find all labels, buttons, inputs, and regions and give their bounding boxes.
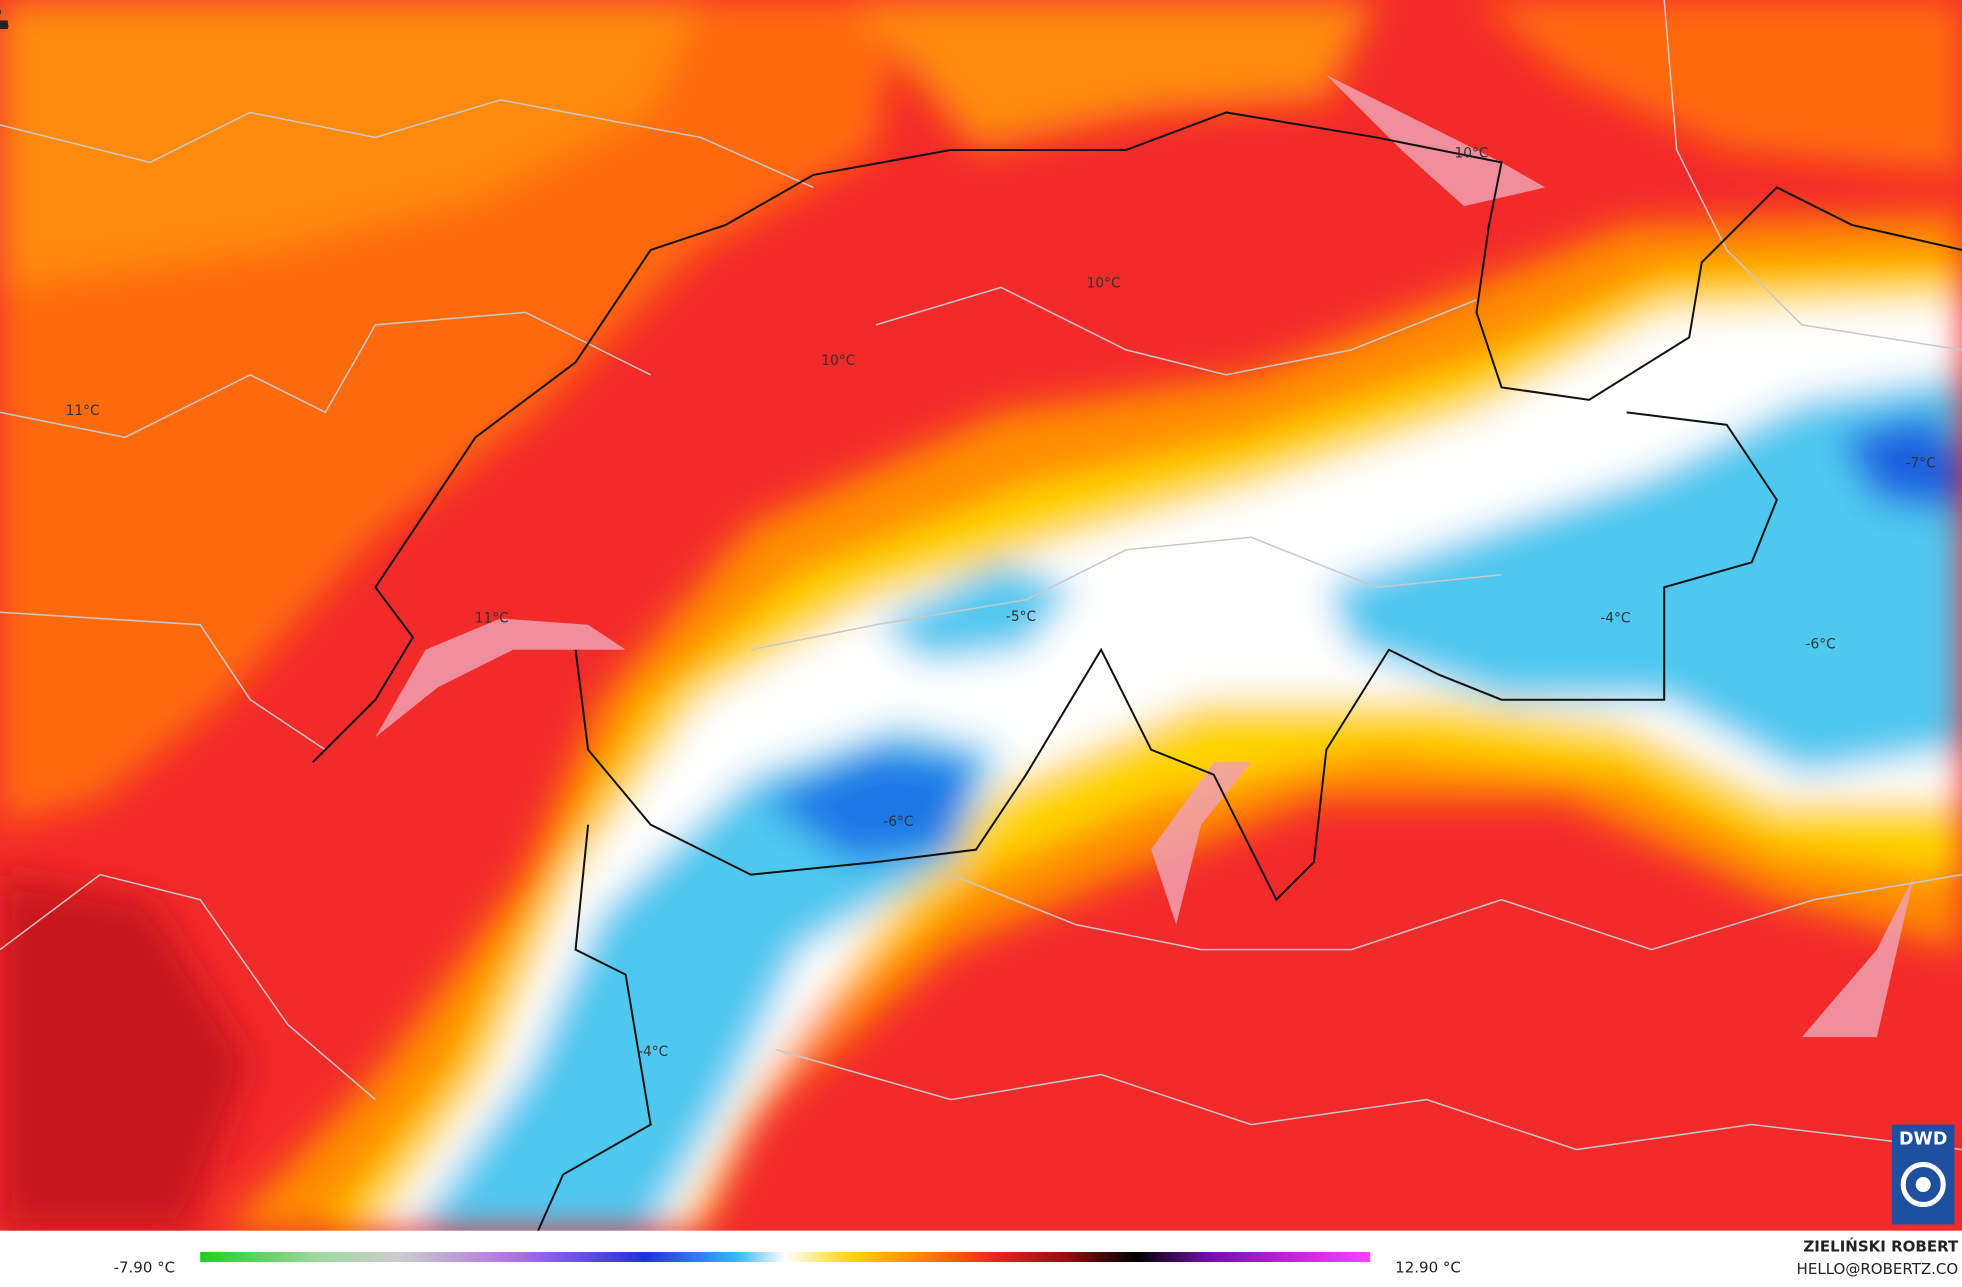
temperature-label: -4°C <box>1600 611 1630 627</box>
tick-label: -24 <box>0 19 9 32</box>
contact: HELLO@ROBERTZ.CO <box>1797 1260 1959 1278</box>
logo-eye <box>1915 1177 1931 1193</box>
temperature-labels: 10°C 10°C 10°C 11°C -7°C 11°C -5°C -4°C -6°C -6°C… <box>66 146 1936 1060</box>
min-label: -7.90 °C <box>114 1259 176 1277</box>
tick-label: 32 <box>0 19 7 32</box>
admin-borders <box>0 0 1962 1151</box>
temperature-label: 10°C <box>1087 276 1121 292</box>
temperature-label: 11°C <box>475 611 509 627</box>
temperature-field <box>0 0 1962 1231</box>
temperature-label: 11°C <box>66 403 100 419</box>
country-borders <box>312 111 1962 1232</box>
tick-label: -8 <box>0 19 6 32</box>
tick-label: -32 <box>0 19 9 32</box>
logo: DWD <box>1891 1124 1955 1225</box>
tick-label: 24 <box>0 19 7 32</box>
colorbar-ticks: -32-24-16-808162432 <box>0 9 9 32</box>
tick-label: 8 <box>0 19 4 32</box>
author: ZIELIŃSKI ROBERT <box>1803 1237 1959 1256</box>
tick-label: -16 <box>0 19 9 32</box>
tick-label: 16 <box>0 19 7 32</box>
temperature-label: -6°C <box>883 814 913 830</box>
colorbar <box>200 1252 1371 1263</box>
temperature-label: -5°C <box>1006 609 1036 625</box>
tick-label: 0 <box>0 19 4 32</box>
lakes <box>375 74 1915 1038</box>
logo-box <box>1891 1124 1955 1225</box>
temperature-label: 10°C <box>821 353 855 369</box>
map <box>0 0 1962 1232</box>
max-label: 12.90 °C <box>1395 1259 1461 1277</box>
temperature-label: 10°C <box>1454 146 1488 162</box>
temperature-label: -6°C <box>1806 637 1836 653</box>
temperature-label: -4°C <box>638 1044 668 1060</box>
temperature-label: -7°C <box>1906 456 1936 472</box>
logo-text: DWD <box>1899 1130 1947 1150</box>
logo-swirl <box>1900 1162 1946 1208</box>
